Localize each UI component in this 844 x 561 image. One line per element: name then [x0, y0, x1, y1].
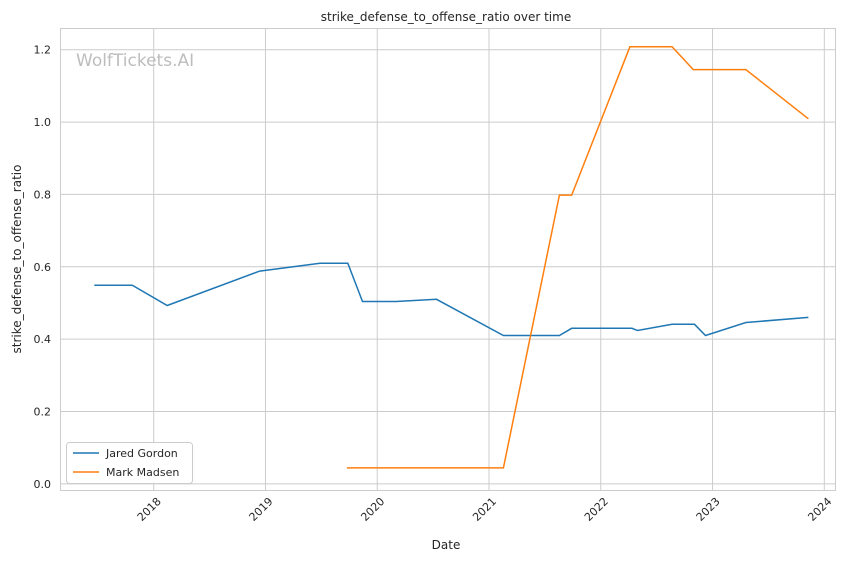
y-tick-label: 1.0 — [34, 116, 52, 129]
plot-frame — [60, 28, 836, 491]
x-tick-label: 2022 — [582, 495, 611, 524]
series-line-jared-gordon — [94, 262, 809, 337]
x-tick-label: 2021 — [470, 495, 499, 524]
x-tick-label: 2019 — [247, 495, 276, 524]
x-tick-label: 2018 — [135, 495, 164, 524]
legend-label-mark-madsen: Mark Madsen — [106, 466, 179, 479]
x-axis-label: Date — [432, 538, 461, 552]
y-axis-label: strike_defense_to_offense_ratio — [10, 165, 24, 354]
y-tick-label: 0.2 — [34, 405, 52, 418]
watermark: WolfTickets.AI — [76, 51, 194, 71]
y-tick-label: 0.4 — [34, 333, 52, 346]
x-tick-label: 2023 — [694, 495, 723, 524]
y-tick-label: 1.2 — [34, 44, 52, 57]
series-line-mark-madsen — [346, 46, 809, 469]
chart-title: strike_defense_to_offense_ratio over tim… — [321, 10, 571, 24]
y-tick-label: 0.6 — [34, 261, 52, 274]
legend: Jared Gordon Mark Madsen — [66, 442, 193, 484]
y-tick-label: 0.8 — [34, 188, 52, 201]
x-tick-label: 2020 — [358, 495, 387, 524]
x-tick-label: 2024 — [805, 495, 834, 524]
legend-label-jared-gordon: Jared Gordon — [105, 447, 178, 460]
y-tick-label: 0.0 — [34, 478, 52, 491]
